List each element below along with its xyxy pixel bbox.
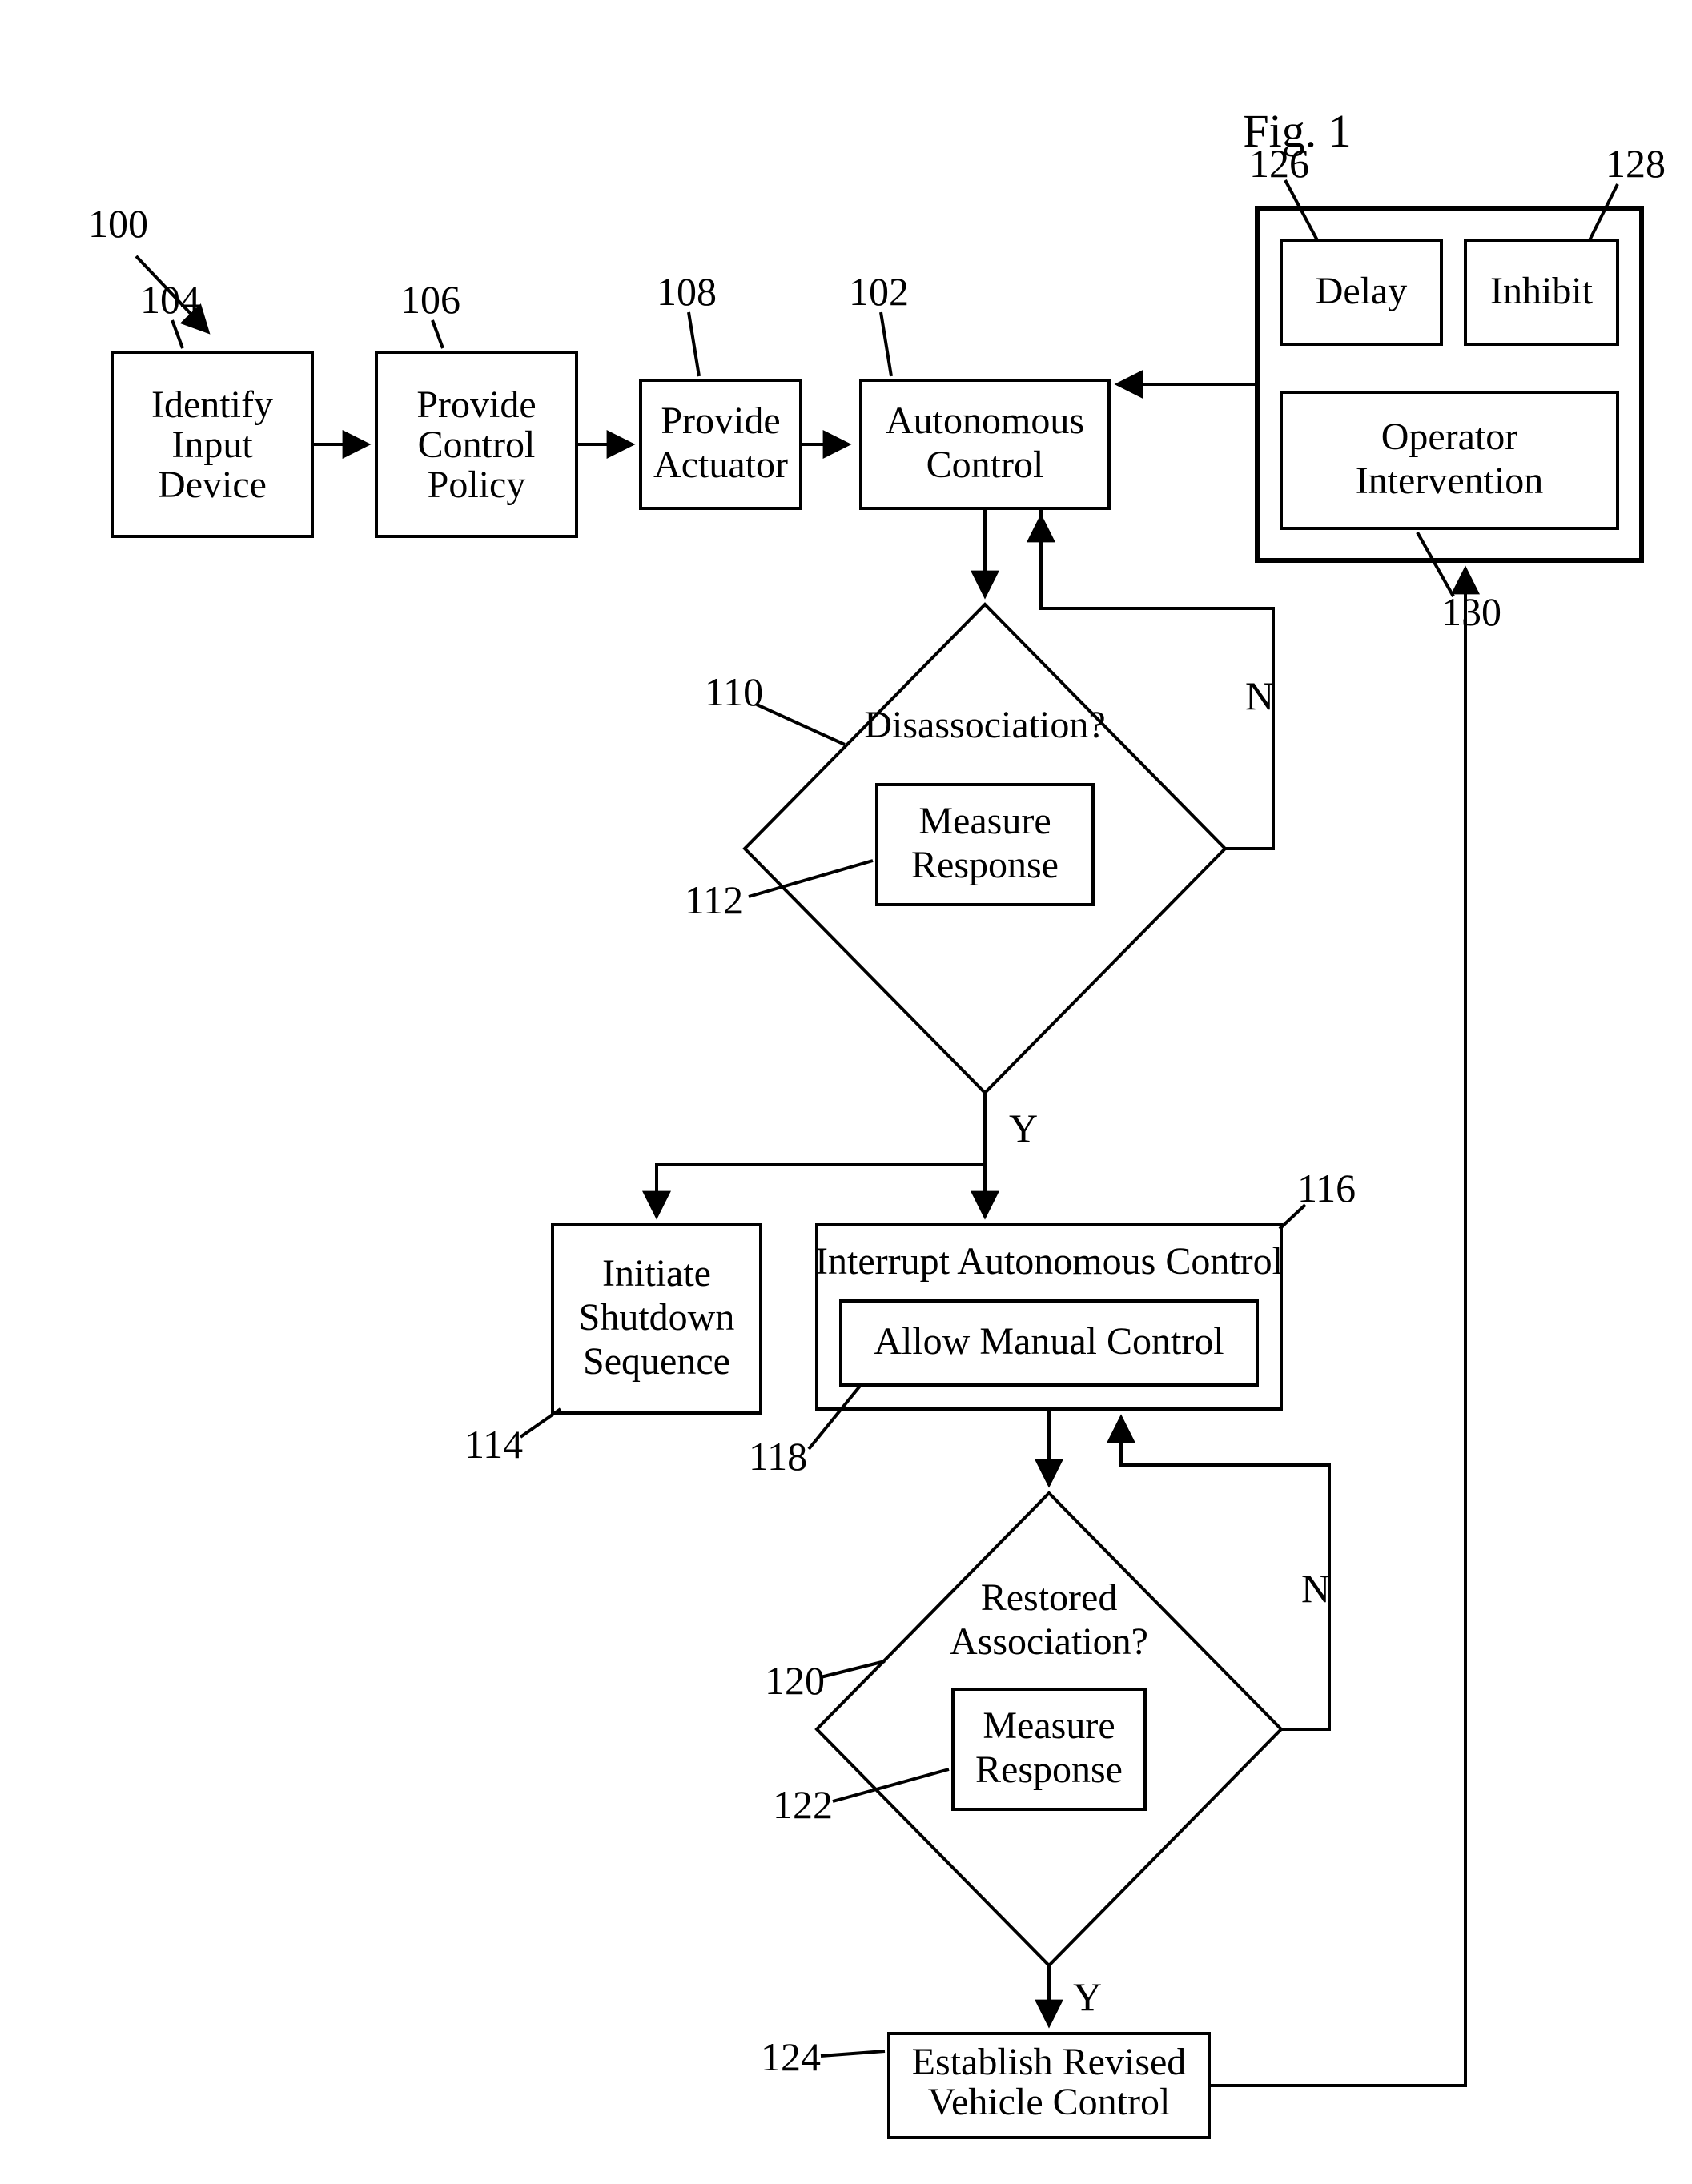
callout-106: 106 bbox=[400, 277, 460, 322]
node-delay-t: Delay bbox=[1316, 270, 1408, 312]
node-inhibit-t: Inhibit bbox=[1490, 270, 1594, 312]
node-disassoc-q: Disassociation? bbox=[864, 704, 1105, 746]
node-estab-l2: Vehicle Control bbox=[928, 2081, 1171, 2123]
callout-120: 120 bbox=[765, 1658, 825, 1703]
leader-104 bbox=[172, 320, 183, 348]
label-120-N: N bbox=[1301, 1566, 1330, 1611]
node-shut-l1: Initiate bbox=[602, 1252, 711, 1295]
node-mr1-l2: Response bbox=[911, 844, 1059, 886]
callout-126: 126 bbox=[1249, 141, 1309, 186]
callout-116: 116 bbox=[1297, 1166, 1356, 1210]
leader-116 bbox=[1280, 1205, 1305, 1229]
node-identify-l2: Input bbox=[171, 424, 253, 466]
label-120-Y: Y bbox=[1073, 1974, 1102, 2019]
leader-114 bbox=[520, 1409, 561, 1437]
node-auto-l2: Control bbox=[926, 444, 1044, 486]
flowchart-figure: Fig. 1 100 Identify Input Device 104 Pro… bbox=[0, 0, 1692, 2184]
callout-122: 122 bbox=[773, 1782, 833, 1827]
node-mr2-l2: Response bbox=[975, 1748, 1123, 1791]
callout-130: 130 bbox=[1441, 589, 1501, 634]
callout-104: 104 bbox=[140, 277, 200, 322]
callout-110: 110 bbox=[705, 669, 763, 714]
node-interrupt-t: Interrupt Autonomous Control bbox=[815, 1240, 1283, 1283]
node-actuator-l1: Provide bbox=[661, 399, 780, 442]
node-restored-l2: Association? bbox=[950, 1620, 1148, 1663]
edge-Y-114 bbox=[657, 1165, 985, 1217]
node-opint-l2: Intervention bbox=[1356, 460, 1544, 502]
node-shut-l3: Sequence bbox=[583, 1340, 730, 1383]
label-110-Y: Y bbox=[1009, 1106, 1038, 1150]
label-110-N: N bbox=[1245, 673, 1274, 718]
node-policy-l2: Control bbox=[418, 424, 536, 466]
node-auto-l1: Autonomous bbox=[886, 399, 1084, 442]
node-allow-t: Allow Manual Control bbox=[874, 1320, 1224, 1363]
callout-102: 102 bbox=[849, 269, 909, 314]
callout-114: 114 bbox=[464, 1422, 523, 1467]
leader-106 bbox=[432, 320, 443, 348]
node-actuator-l2: Actuator bbox=[653, 444, 788, 486]
node-opint-l1: Operator bbox=[1381, 416, 1518, 458]
node-estab-l1: Establish Revised bbox=[912, 2041, 1187, 2083]
node-mr2-l1: Measure bbox=[983, 1704, 1115, 1747]
node-restored-l1: Restored bbox=[981, 1576, 1118, 1619]
node-policy-l1: Provide bbox=[416, 383, 536, 426]
callout-124: 124 bbox=[761, 2034, 821, 2079]
callout-112: 112 bbox=[685, 877, 743, 922]
leader-110 bbox=[757, 705, 845, 745]
callout-128: 128 bbox=[1606, 141, 1666, 186]
node-identify-l1: Identify bbox=[151, 383, 273, 426]
leader-124 bbox=[821, 2051, 885, 2056]
node-shut-l2: Shutdown bbox=[579, 1296, 735, 1339]
leader-108 bbox=[689, 312, 699, 376]
leader-102 bbox=[881, 312, 891, 376]
node-mr1-l1: Measure bbox=[918, 800, 1051, 842]
callout-118: 118 bbox=[749, 1434, 807, 1479]
callout-108: 108 bbox=[657, 269, 717, 314]
node-policy-l3: Policy bbox=[428, 464, 526, 506]
callout-100: 100 bbox=[88, 201, 148, 246]
node-identify-l3: Device bbox=[158, 464, 267, 506]
